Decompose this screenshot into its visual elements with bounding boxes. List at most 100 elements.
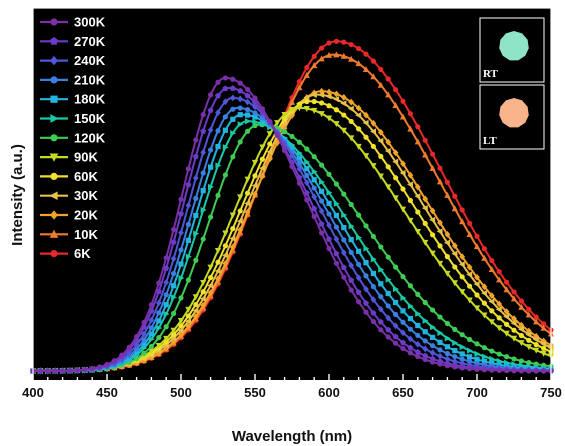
data-point-60K [393, 175, 399, 181]
data-point-60K [215, 259, 221, 265]
data-point-120K [400, 274, 406, 280]
data-point-180K [459, 351, 465, 357]
data-point-20K [385, 138, 392, 146]
data-point-20K [437, 219, 443, 227]
data-point-20K [444, 230, 451, 238]
data-point-180K [415, 322, 421, 329]
data-point-10K [503, 286, 510, 293]
data-point-20K [496, 300, 503, 308]
data-point-6K [541, 321, 547, 327]
x-tick-label: 700 [466, 385, 488, 400]
data-point-60K [237, 208, 243, 214]
data-point-300K [45, 368, 51, 374]
data-point-90K [266, 131, 273, 138]
data-point-6K [304, 65, 310, 71]
data-point-120K [481, 345, 487, 351]
data-point-210K [222, 114, 228, 120]
data-point-10K [429, 164, 436, 171]
data-point-10K [288, 98, 296, 105]
data-point-10K [459, 218, 466, 225]
data-point-300K [171, 226, 177, 233]
data-point-180K [333, 212, 339, 219]
data-point-10K [407, 125, 414, 132]
data-point-10K [311, 62, 318, 69]
data-point-10K [444, 191, 451, 198]
data-point-300K [296, 180, 302, 186]
data-point-150K [415, 310, 422, 317]
data-point-120K [141, 350, 147, 356]
data-point-270K [192, 153, 199, 160]
data-point-210K [333, 224, 339, 230]
data-point-120K [504, 354, 510, 360]
data-point-150K [333, 200, 340, 207]
data-point-120K [489, 348, 495, 354]
data-point-20K [259, 172, 266, 180]
data-point-60K [400, 186, 406, 192]
data-point-10K [303, 71, 310, 78]
data-point-300K [215, 79, 221, 85]
data-point-120K [200, 236, 206, 242]
data-point-30K [259, 165, 265, 172]
data-point-30K [318, 91, 325, 98]
data-point-210K [200, 170, 206, 176]
data-point-90K [288, 107, 296, 113]
data-point-10K [325, 51, 333, 58]
data-point-90K [163, 335, 170, 342]
data-point-270K [400, 339, 406, 346]
data-point-300K [311, 213, 317, 220]
data-point-210K [326, 211, 332, 217]
data-point-180K [230, 116, 236, 122]
data-point-10K [392, 102, 399, 109]
data-point-240K [207, 126, 214, 134]
data-point-300K [459, 365, 465, 371]
data-point-150K [437, 329, 444, 337]
data-point-300K [163, 255, 169, 261]
data-point-60K [222, 243, 228, 249]
data-point-180K [341, 224, 347, 231]
data-point-270K [200, 128, 207, 134]
data-point-10K [355, 60, 362, 67]
data-point-60K [511, 327, 517, 333]
data-point-210K [385, 303, 391, 309]
data-point-60K [385, 164, 391, 170]
data-point-6K [467, 220, 473, 226]
data-point-300K [141, 319, 147, 326]
data-point-120K [363, 223, 369, 229]
data-point-10K [296, 84, 303, 91]
data-point-90K [185, 306, 192, 313]
legend-label: 60K [74, 169, 98, 184]
data-point-300K [496, 367, 502, 373]
data-point-30K [207, 282, 214, 289]
data-point-10K [436, 178, 444, 185]
data-point-240K [385, 314, 392, 322]
data-point-300K [319, 230, 325, 236]
data-point-20K [355, 104, 362, 112]
data-point-150K [245, 118, 251, 125]
data-point-270K [185, 181, 192, 188]
data-point-30K [236, 218, 243, 225]
data-point-180K [489, 360, 495, 366]
data-point-300K [400, 345, 406, 352]
data-point-20K [222, 260, 229, 267]
data-point-30K [347, 105, 354, 112]
data-point-90K [303, 105, 310, 112]
data-point-300K [282, 147, 288, 154]
data-point-270K [392, 333, 399, 340]
data-point-6K [341, 39, 347, 45]
data-point-300K [82, 367, 88, 373]
data-point-180K [474, 356, 480, 362]
data-point-30K [340, 100, 347, 107]
data-point-210K [163, 292, 169, 298]
legend-marker [50, 18, 58, 26]
data-point-90K [170, 327, 177, 334]
legend: 300K 270K 240K 210K 180K 150K 120K 90K 60K 30K 20K… [40, 15, 106, 261]
data-point-120K [171, 310, 177, 317]
data-point-30K [451, 250, 458, 257]
data-point-30K [495, 306, 502, 313]
data-point-150K [200, 206, 207, 214]
data-point-300K [134, 333, 140, 340]
data-point-120K [319, 162, 325, 168]
data-point-120K [467, 336, 473, 343]
sample-glow [499, 98, 529, 128]
data-point-120K [407, 283, 413, 289]
